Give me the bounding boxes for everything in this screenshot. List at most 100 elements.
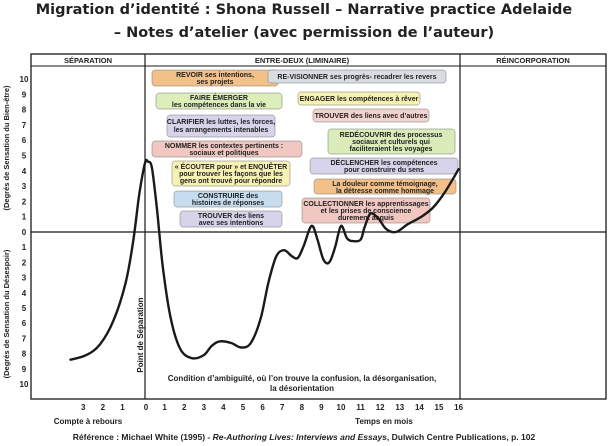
svg-text:La douleur comme témoignage,: La douleur comme témoignage,	[332, 181, 437, 188]
x-tick-labels: 3 2 1 0 1 2 3 4 5 6 7 8 9 10 11 12 13 14 15 16	[81, 403, 464, 412]
svg-text:avec ses intentions: avec ses intentions	[199, 220, 264, 227]
note-box: « ÉCOUTER pour » et ENQUÊTER pour trouve…	[171, 160, 291, 187]
y-tick-label: 8	[22, 106, 27, 115]
svg-text:pour trouver les façons que le: pour trouver les façons que les	[179, 171, 283, 178]
svg-text:COLLECTIONNER les apprentissag: COLLECTIONNER les apprentissages	[303, 201, 428, 208]
y-tick-label: 7	[22, 121, 27, 130]
svg-text:TROUVER des liens avec d’autre: TROUVER des liens avec d’autres	[315, 113, 428, 120]
y-tick-label: 10	[20, 75, 29, 84]
x-tick-label: 3	[202, 403, 207, 412]
svg-text:la détresse comme hommage: la détresse comme hommage	[336, 188, 434, 195]
svg-text:les arrangements intenables: les arrangements intenables	[174, 127, 269, 134]
note-box: COLLECTIONNER les apprentissages et les …	[301, 197, 431, 224]
svg-text:sociaux et culturels qui: sociaux et culturels qui	[352, 139, 430, 146]
svg-text:sociaux et politiques: sociaux et politiques	[189, 150, 258, 157]
svg-text:CLARIFIER les luttes, les forc: CLARIFIER les luttes, les forces,	[167, 119, 275, 126]
transition-curve	[69, 158, 460, 361]
x-tick-label: 1	[120, 403, 125, 412]
x-tick-label: 16	[454, 403, 463, 412]
x-tick-label: 14	[415, 403, 424, 412]
svg-text:ENGAGER les compétences à rêve: ENGAGER les compétences à rêver	[300, 96, 419, 103]
y-tick-label: 6	[22, 319, 27, 328]
note-box: FAIRE ÉMERGER les compétences dans la vi…	[155, 92, 283, 110]
svg-text:ses projets: ses projets	[197, 79, 234, 86]
x-tick-label: 2	[182, 403, 187, 412]
y-tick-label: 2	[22, 197, 27, 206]
svg-text:les compétences dans la vie: les compétences dans la vie	[172, 102, 266, 109]
ambiguity-note-line-2: la désorientation	[270, 384, 334, 393]
svg-text:DÉCLENCHER les compétences: DÉCLENCHER les compétences	[331, 158, 438, 167]
x-tick-label: 15	[435, 403, 444, 412]
x-tick-label: 4	[221, 403, 226, 412]
note-box: CLARIFIER les luttes, les forces, les ar…	[166, 114, 276, 138]
note-box: RE-VISIONNER ses progrès- recadrer les r…	[267, 69, 447, 84]
x-tick-label: 10	[337, 403, 346, 412]
y-tick-label: 5	[22, 152, 27, 161]
y-tick-label: 9	[22, 365, 27, 374]
note-box: REDÉCOUVRIR des processus sociaux et cul…	[327, 128, 456, 155]
y-tick-label: 3	[22, 274, 27, 283]
x-tick-label: 0	[144, 403, 149, 412]
svg-text:durement acquis: durement acquis	[338, 215, 394, 222]
x-tick-label: 13	[395, 403, 404, 412]
svg-text:RE-VISIONNER ses progrès- reca: RE-VISIONNER ses progrès- recadrer les r…	[277, 74, 436, 81]
y-tick-label: 6	[22, 136, 27, 145]
note-box: La douleur comme témoignage, la détresse…	[313, 178, 457, 195]
note-box: NOMMER les contextes pertinents : sociau…	[151, 140, 303, 158]
y-tick-label: 8	[22, 350, 27, 359]
note-box: CONSTRUIRE des histoires de réponses	[173, 190, 283, 208]
y-tick-label: 7	[22, 334, 27, 343]
y-tick-label: 4	[22, 289, 27, 298]
y-tick-label: 9	[22, 90, 27, 99]
y-tick-label: 4	[22, 167, 27, 176]
x-tick-label: 6	[260, 403, 265, 412]
x-tick-label: 5	[241, 403, 246, 412]
x-tick-label: 11	[356, 403, 365, 412]
x-tick-label: 12	[376, 403, 385, 412]
y-tick-label: 5	[22, 304, 27, 313]
y-tick-label: 0	[22, 228, 27, 237]
y-tick-label: 2	[22, 258, 27, 267]
svg-text:REDÉCOUVRIR des processus: REDÉCOUVRIR des processus	[340, 130, 443, 139]
x-label-countdown: Compte à rebours	[54, 417, 123, 426]
note-box: TROUVER des liens avec d’autres	[312, 108, 430, 123]
note-box: ENGAGER les compétences à rêver	[297, 91, 421, 106]
x-tick-label: 7	[280, 403, 285, 412]
y-label-wellbeing: (Degrés de Sensation du Bien-être)	[2, 85, 11, 211]
y-tick-label: 10	[20, 380, 29, 389]
ambiguity-note-line-1: Condition d’ambiguïté, où l’on trouve la…	[168, 374, 436, 383]
x-tick-label: 2	[101, 403, 106, 412]
y-label-despair: (Degrés de Sensation du Désespoir)	[2, 249, 11, 378]
note-box: REVOIR ses intentions, ses projets	[151, 69, 279, 87]
svg-text:FAIRE ÉMERGER: FAIRE ÉMERGER	[190, 93, 248, 102]
x-tick-label: 3	[81, 403, 86, 412]
x-tick-label: 1	[162, 403, 167, 412]
svg-text:NOMMER les contextes pertinent: NOMMER les contextes pertinents :	[165, 143, 283, 150]
svg-text:TROUVER des liens: TROUVER des liens	[198, 213, 264, 220]
svg-text:histoires de réponses: histoires de réponses	[192, 200, 264, 207]
phase-label-separation: SÉPARATION	[64, 56, 112, 65]
svg-text:REVOIR ses intentions,: REVOIR ses intentions,	[176, 72, 254, 79]
svg-text:CONSTRUIRE des: CONSTRUIRE des	[198, 193, 258, 200]
plot-frame	[30, 53, 607, 400]
note-box: DÉCLENCHER les compétences pour construi…	[309, 157, 459, 175]
y-tick-label: 3	[22, 182, 27, 191]
x-tick-label: 8	[300, 403, 305, 412]
x-tick-label: 9	[319, 403, 324, 412]
phase-label-reincorporation: RÉINCORPORATION	[496, 56, 570, 65]
svg-text:et les prises de conscience: et les prises de conscience	[321, 208, 412, 215]
y-tick-label: 1	[22, 213, 27, 222]
title-line-2: – Notes d’atelier (avec permission de l’…	[113, 25, 495, 41]
title-line-1: Migration d’identité : Shona Russell – N…	[35, 2, 573, 18]
svg-text:gens ont trouvé pour répondre: gens ont trouvé pour répondre	[180, 178, 282, 185]
x-label-months: Temps en mois	[355, 417, 413, 426]
phase-label-liminal: ENTRE-DEUX (LIMINAIRE)	[255, 56, 350, 65]
svg-text:pour construire du sens: pour construire du sens	[344, 167, 424, 174]
svg-text:« ÉCOUTER pour » et ENQUÊTER: « ÉCOUTER pour » et ENQUÊTER	[175, 162, 287, 171]
separation-point-label: Point de Séparation	[136, 297, 145, 372]
y-tick-label: 1	[22, 243, 27, 252]
note-box: TROUVER des liens avec ses intentions	[179, 210, 283, 228]
svg-text:faciliteraient les voyages: faciliteraient les voyages	[350, 146, 433, 153]
